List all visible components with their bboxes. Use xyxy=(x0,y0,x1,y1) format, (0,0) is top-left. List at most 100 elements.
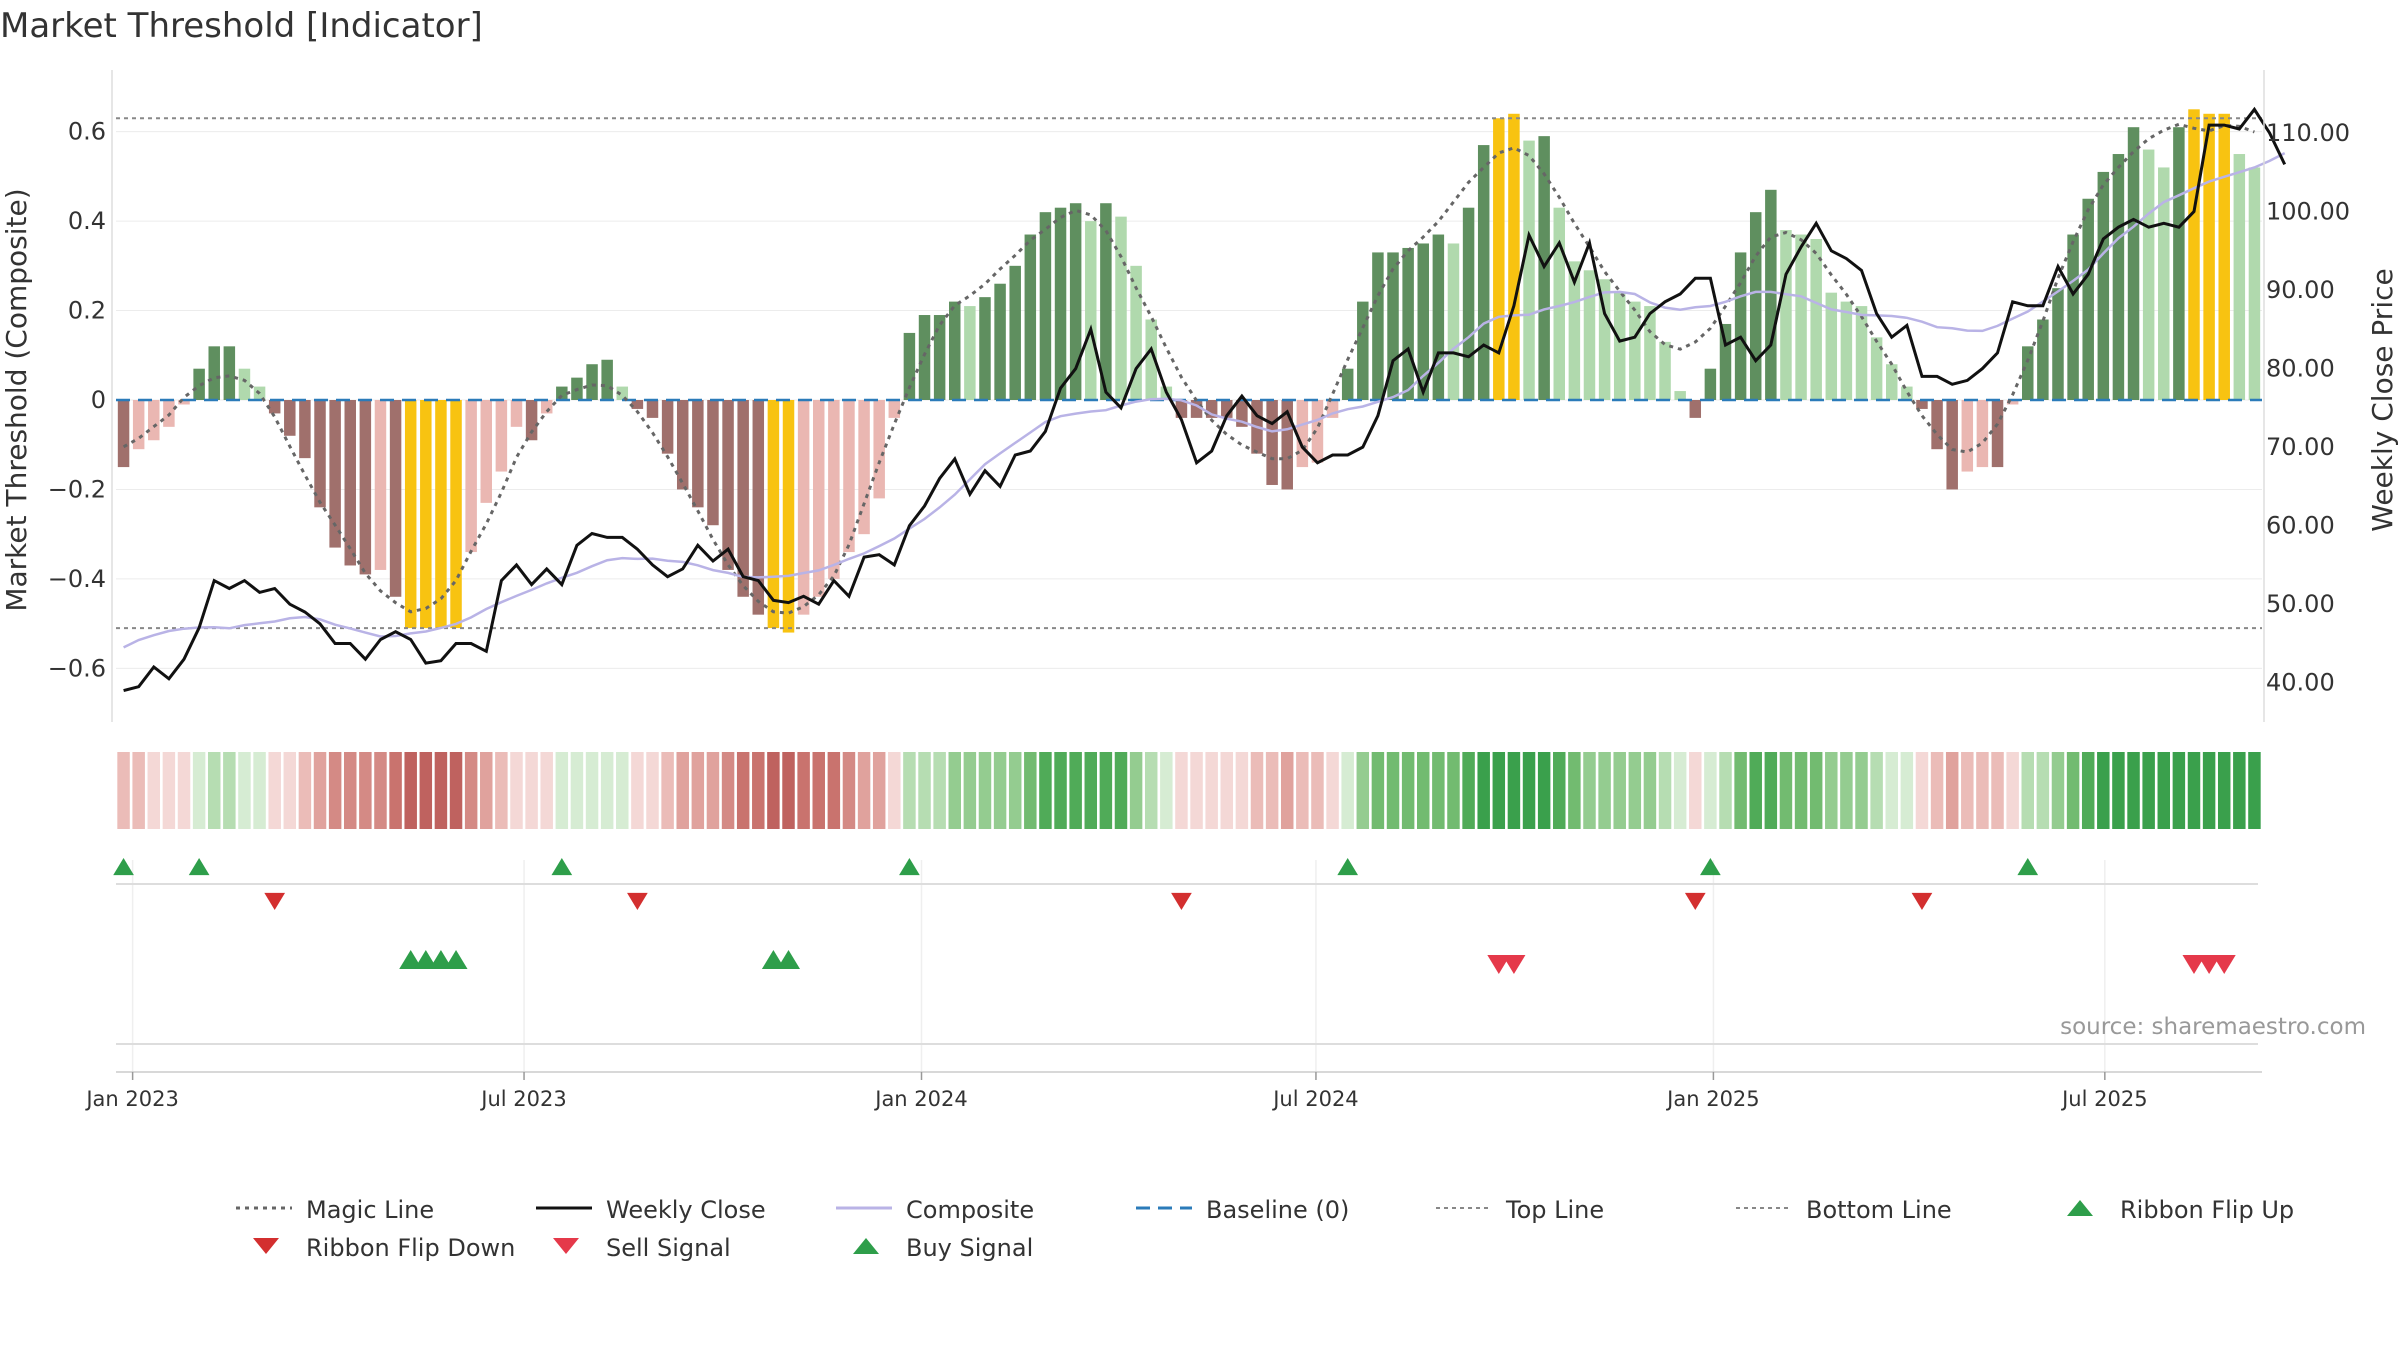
ribbon-cell xyxy=(1794,752,1808,829)
ribbon-cell xyxy=(842,752,856,829)
ribbon-cell xyxy=(706,752,720,829)
composite-bar xyxy=(2127,127,2140,400)
composite-bar xyxy=(782,400,795,633)
ribbon-cell xyxy=(359,752,372,829)
composite-bar xyxy=(1402,247,1414,400)
composite-bar xyxy=(2248,167,2261,400)
composite-line xyxy=(123,151,2286,649)
ribbon-cell xyxy=(555,752,569,829)
composite-bar xyxy=(2218,113,2230,401)
composite-bar xyxy=(631,400,644,409)
composite-bar xyxy=(465,400,477,553)
ribbon-cell xyxy=(328,752,342,829)
ribbon-cell xyxy=(495,752,508,829)
composite-bar xyxy=(1462,207,1475,400)
composite-bar xyxy=(2142,149,2155,400)
composite-bar xyxy=(2022,346,2034,400)
ribbon-cell xyxy=(2097,752,2110,829)
ribbon-flip-down-marker xyxy=(1911,892,1933,910)
ribbon-cell xyxy=(2172,752,2186,829)
composite-bar xyxy=(1054,207,1067,400)
ribbon-cell xyxy=(1432,752,1445,829)
composite-bar xyxy=(1130,265,1142,400)
ribbon-cell xyxy=(1356,752,1370,829)
ribbon-cell xyxy=(2051,752,2065,829)
legend-symbol xyxy=(553,1238,579,1254)
ribbon-cell xyxy=(1930,752,1944,829)
composite-bar xyxy=(646,400,659,418)
ribbon-flip-up-marker xyxy=(551,858,573,876)
ribbon-cell xyxy=(132,752,145,829)
composite-bar xyxy=(420,400,432,629)
x-tick-label: Jul 2025 xyxy=(2060,1087,2147,1111)
y-right-tick-label: 50.00 xyxy=(2266,590,2335,618)
ribbon-cell xyxy=(1220,752,1234,829)
ribbon-cell xyxy=(1462,752,1475,829)
composite-bar xyxy=(1598,279,1611,400)
ribbon-cell xyxy=(1628,752,1642,829)
ribbon-cell xyxy=(419,752,433,829)
legend-item: Ribbon Flip Down xyxy=(253,1234,515,1262)
composite-bar xyxy=(359,400,372,575)
ribbon-cell xyxy=(1311,752,1324,829)
sell-signal-marker xyxy=(1502,955,1526,974)
buy-signal-marker xyxy=(399,950,423,969)
ribbon-cell xyxy=(2021,752,2034,829)
ribbon-cell xyxy=(1160,752,1173,829)
ribbon-cell xyxy=(207,752,221,829)
ribbon-cell xyxy=(1054,752,1067,829)
composite-bar xyxy=(1553,207,1566,400)
ribbon-cell xyxy=(283,752,297,829)
composite-bar xyxy=(1689,400,1702,418)
ribbon-cell xyxy=(1991,752,2004,829)
composite-bar xyxy=(979,297,991,400)
legend-item: Buy Signal xyxy=(853,1234,1033,1262)
composite-bar xyxy=(1568,261,1581,400)
ribbon-cell xyxy=(872,752,886,829)
composite-bar xyxy=(797,400,810,615)
composite-bar xyxy=(2082,198,2094,400)
overlay-lines xyxy=(116,106,2287,693)
composite-bar xyxy=(1704,368,1717,400)
composite-bar xyxy=(1825,292,1838,400)
axes: 0.6 0.4 0.2 0 −0.2 −0.4 −0.6 110.00 100.00 90.00 8… xyxy=(48,70,2350,1111)
buy-signal-marker xyxy=(761,950,785,969)
ribbon-cell xyxy=(1613,752,1626,829)
ribbon-cell xyxy=(1779,752,1793,829)
ribbon-cell xyxy=(1024,752,1037,829)
legend-symbol xyxy=(853,1238,879,1254)
ribbon-cell xyxy=(585,752,599,829)
composite-bar xyxy=(2233,154,2246,400)
composite-bar xyxy=(1009,265,1021,400)
composite-bar xyxy=(1508,113,1520,401)
x-tick-label: Jul 2024 xyxy=(1271,1087,1358,1111)
ribbon-cell xyxy=(1190,752,1203,829)
composite-bar xyxy=(1190,400,1203,418)
composite-bar xyxy=(1916,400,1928,409)
composite-bar xyxy=(1069,203,1082,400)
legend: Magic Line Weekly Close Composite Baseline … xyxy=(236,1196,2294,1262)
ribbon-cell xyxy=(661,752,674,829)
ribbon-cell xyxy=(1235,752,1249,829)
ribbon-cell xyxy=(1855,752,1868,829)
ribbon-cell xyxy=(2112,752,2125,829)
ribbon-cell xyxy=(162,752,176,829)
ribbon-cell xyxy=(1371,752,1385,829)
legend-item: Baseline (0) xyxy=(1136,1196,1349,1224)
ribbon-flip-up-marker xyxy=(1337,858,1359,876)
ribbon-cell xyxy=(676,752,689,829)
composite-bar xyxy=(737,400,749,597)
composite-bar xyxy=(1840,301,1853,400)
ribbon-cell xyxy=(434,752,448,829)
ribbon-cell xyxy=(2187,752,2201,829)
composite-bar xyxy=(2158,167,2170,400)
composite-bar xyxy=(767,400,780,629)
magic-line xyxy=(122,122,2255,615)
ribbon-cell xyxy=(540,752,553,829)
composite-bar xyxy=(1493,118,1505,400)
composite-bar xyxy=(1629,301,1641,400)
composite-bar xyxy=(178,400,190,405)
composite-bar xyxy=(1115,216,1127,400)
ribbon-cell xyxy=(933,752,946,829)
ribbon-cell xyxy=(2006,752,2019,829)
